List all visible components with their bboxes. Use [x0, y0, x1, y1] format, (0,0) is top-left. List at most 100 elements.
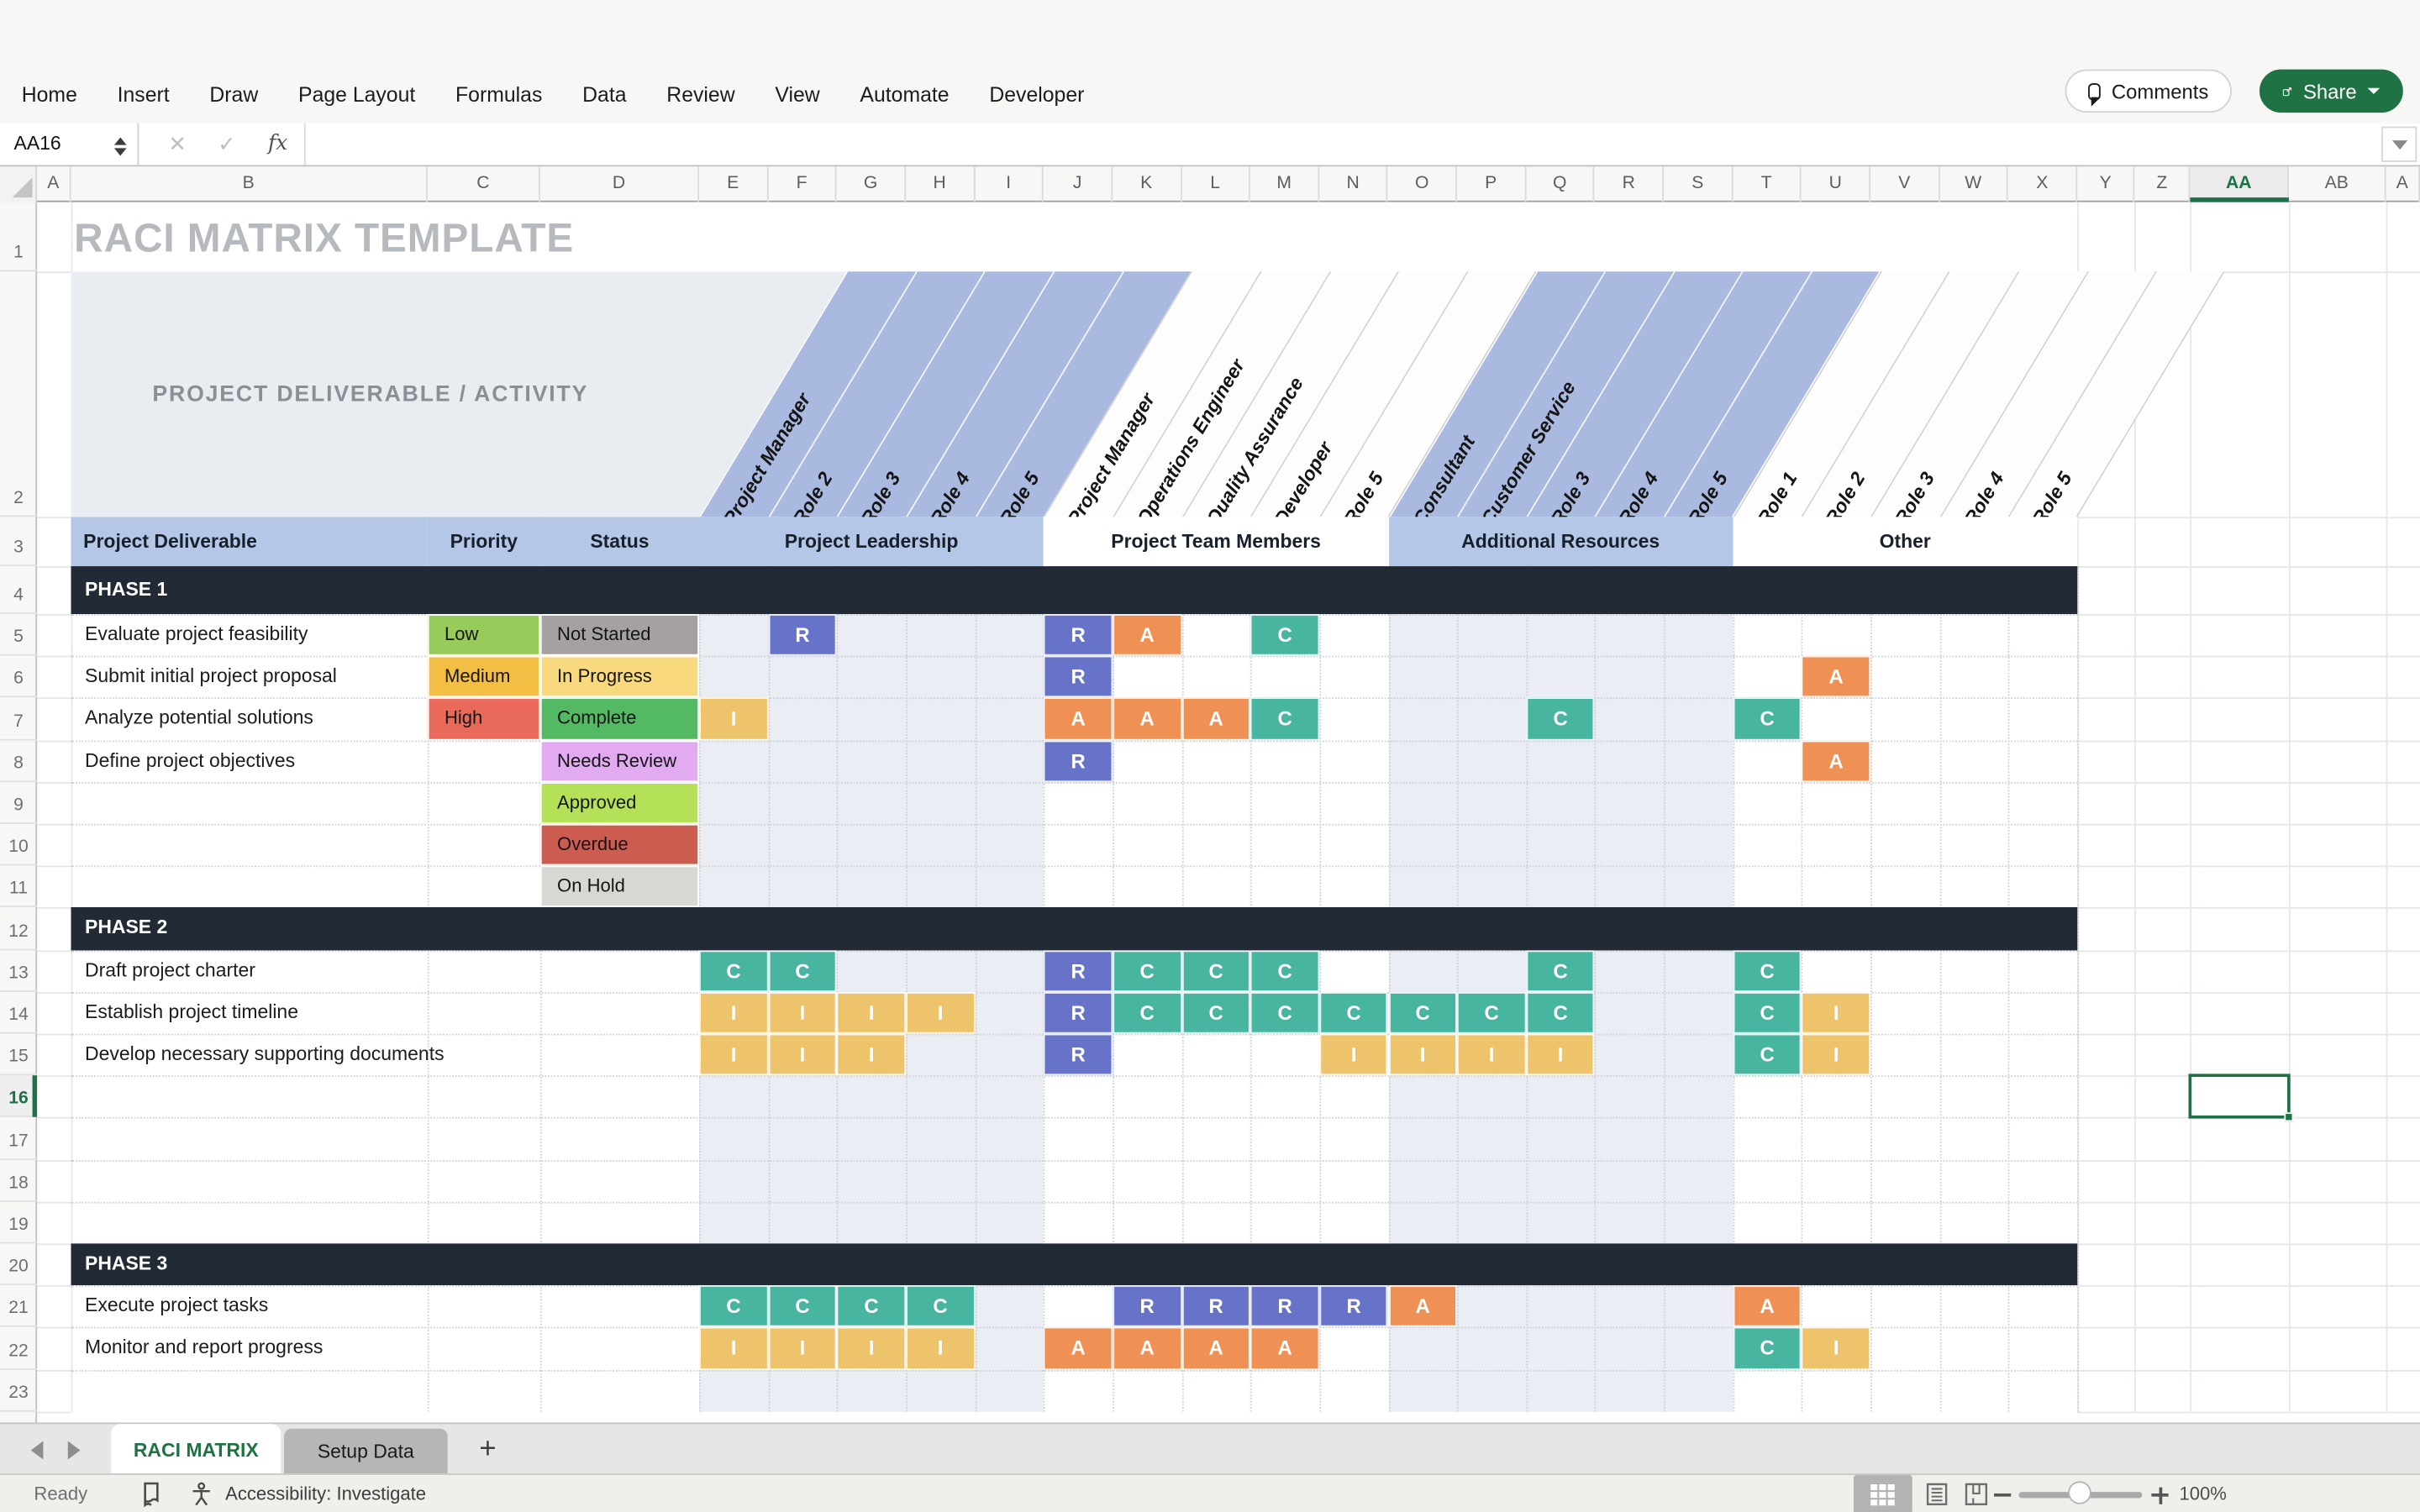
raci-badge-R[interactable]: R — [1044, 949, 1113, 992]
normal-view-button[interactable] — [1853, 1474, 1912, 1512]
share-button[interactable]: Share — [2259, 69, 2403, 113]
row-header-23[interactable]: 23 — [0, 1369, 38, 1412]
column-header-S[interactable]: S — [1664, 166, 1733, 202]
header-project-deliverable[interactable]: Project Deliverable — [71, 517, 428, 567]
raci-badge-R[interactable]: R — [1044, 991, 1113, 1034]
header-status[interactable]: Status — [539, 517, 700, 567]
formula-input[interactable] — [303, 123, 2380, 165]
menu-item-automate[interactable]: Automate — [860, 83, 950, 107]
cancel-button[interactable]: ✕ — [168, 131, 187, 156]
menu-item-data[interactable]: Data — [582, 83, 627, 107]
row-header-18[interactable]: 18 — [0, 1159, 38, 1202]
raci-badge-I[interactable]: I — [837, 1327, 907, 1370]
row-header-3[interactable]: 3 — [0, 517, 38, 567]
column-header-D[interactable]: D — [540, 166, 700, 202]
status-cell[interactable]: Not Started — [539, 614, 700, 656]
row-header-13[interactable]: 13 — [0, 950, 38, 992]
column-header-AB[interactable]: AB — [2289, 166, 2386, 202]
name-box[interactable]: AA16 — [0, 123, 139, 165]
menu-item-home[interactable]: Home — [21, 83, 77, 107]
task-name-cell[interactable]: Execute project tasks — [85, 1294, 269, 1317]
raci-badge-C[interactable]: C — [768, 949, 838, 992]
task-name-cell[interactable]: Monitor and report progress — [85, 1336, 324, 1359]
raci-badge-I[interactable]: I — [768, 1033, 838, 1076]
fill-handle[interactable] — [2284, 1112, 2294, 1123]
raci-badge-I[interactable]: I — [699, 991, 769, 1034]
raci-badge-R[interactable]: R — [1044, 614, 1113, 656]
priority-cell[interactable]: Low — [427, 614, 540, 656]
task-name-cell[interactable]: Define project objectives — [85, 748, 296, 771]
raci-badge-R[interactable]: R — [1044, 739, 1113, 782]
row-header-10[interactable]: 10 — [0, 824, 38, 866]
column-header-R[interactable]: R — [1595, 166, 1665, 202]
raci-badge-C[interactable]: C — [906, 1285, 976, 1328]
zoom-level[interactable]: 100% — [2179, 1483, 2227, 1504]
comments-button[interactable]: Comments — [2065, 69, 2232, 113]
raci-badge-A[interactable]: A — [1044, 697, 1113, 740]
raci-badge-C[interactable]: C — [1388, 991, 1458, 1034]
status-cell[interactable]: Complete — [539, 697, 700, 740]
row-header-6[interactable]: 6 — [0, 656, 38, 698]
column-header-AA[interactable]: AA — [2190, 166, 2289, 202]
row-header-12[interactable]: 12 — [0, 908, 38, 950]
phase-band-1[interactable]: PHASE 1 — [71, 566, 2078, 615]
phase-band-2[interactable]: PHASE 2 — [71, 907, 2078, 950]
raci-badge-A[interactable]: A — [1802, 739, 1871, 782]
row-header-17[interactable]: 17 — [0, 1118, 38, 1160]
column-header-P[interactable]: P — [1457, 166, 1527, 202]
status-cell[interactable]: Overdue — [539, 823, 700, 866]
accessibility-icon[interactable] — [188, 1481, 214, 1507]
column-header-Q[interactable]: Q — [1526, 166, 1596, 202]
raci-badge-I[interactable]: I — [837, 1033, 907, 1076]
raci-badge-R[interactable]: R — [1113, 1285, 1182, 1328]
raci-badge-C[interactable]: C — [1319, 991, 1389, 1034]
raci-badge-I[interactable]: I — [1526, 1033, 1596, 1076]
column-header-X[interactable]: X — [2008, 166, 2078, 202]
column-header-J[interactable]: J — [1044, 166, 1113, 202]
header-other[interactable]: Other — [1733, 517, 2078, 567]
status-cell[interactable]: Approved — [539, 781, 700, 824]
raci-badge-A[interactable]: A — [1044, 1327, 1113, 1370]
zoom-slider-thumb[interactable] — [2068, 1481, 2091, 1504]
header-additional-resources[interactable]: Additional Resources — [1388, 517, 1733, 567]
menu-item-draw[interactable]: Draw — [209, 83, 259, 107]
column-header-T[interactable]: T — [1733, 166, 1802, 202]
column-header-L[interactable]: L — [1181, 166, 1251, 202]
name-box-spinner[interactable] — [113, 131, 127, 162]
raci-badge-C[interactable]: C — [1250, 949, 1320, 992]
column-header-A-partial[interactable]: A — [2386, 166, 2420, 202]
raci-badge-A[interactable]: A — [1113, 1327, 1182, 1370]
priority-cell[interactable]: High — [427, 697, 540, 740]
row-header-2[interactable]: 2 — [0, 271, 38, 517]
status-cell[interactable]: In Progress — [539, 655, 700, 698]
raci-badge-R[interactable]: R — [1250, 1285, 1320, 1328]
insert-function-button[interactable]: fx — [268, 131, 288, 156]
row-header-7[interactable]: 7 — [0, 698, 38, 740]
raci-badge-A[interactable]: A — [1250, 1327, 1320, 1370]
header-priority[interactable]: Priority — [427, 517, 540, 567]
raci-badge-C[interactable]: C — [1733, 1033, 1802, 1076]
zoom-out-button[interactable] — [1994, 1493, 2012, 1497]
column-header-E[interactable]: E — [699, 166, 769, 202]
row-header-20[interactable]: 20 — [0, 1243, 38, 1286]
row-header-14[interactable]: 14 — [0, 992, 38, 1034]
raci-badge-C[interactable]: C — [1733, 991, 1802, 1034]
next-sheet-arrow-icon[interactable] — [67, 1441, 90, 1460]
priority-cell[interactable]: Medium — [427, 655, 540, 698]
raci-badge-C[interactable]: C — [1113, 949, 1182, 992]
header-project-team-members[interactable]: Project Team Members — [1044, 517, 1389, 567]
raci-badge-A[interactable]: A — [1733, 1285, 1802, 1328]
row-header-1[interactable]: 1 — [0, 202, 38, 272]
prev-sheet-arrow-icon[interactable] — [22, 1441, 44, 1460]
task-name-cell[interactable]: Establish project timeline — [85, 1000, 298, 1023]
raci-badge-C[interactable]: C — [1250, 614, 1320, 656]
column-header-Y[interactable]: Y — [2077, 166, 2135, 202]
raci-badge-I[interactable]: I — [768, 1327, 838, 1370]
menu-item-review[interactable]: Review — [666, 83, 735, 107]
task-name-cell[interactable]: Develop necessary supporting documents — [85, 1042, 445, 1065]
row-header-4[interactable]: 4 — [0, 566, 38, 615]
row-header-9[interactable]: 9 — [0, 782, 38, 824]
column-header-A[interactable]: A — [37, 166, 71, 202]
raci-badge-C[interactable]: C — [1250, 991, 1320, 1034]
row-header-8[interactable]: 8 — [0, 740, 38, 782]
